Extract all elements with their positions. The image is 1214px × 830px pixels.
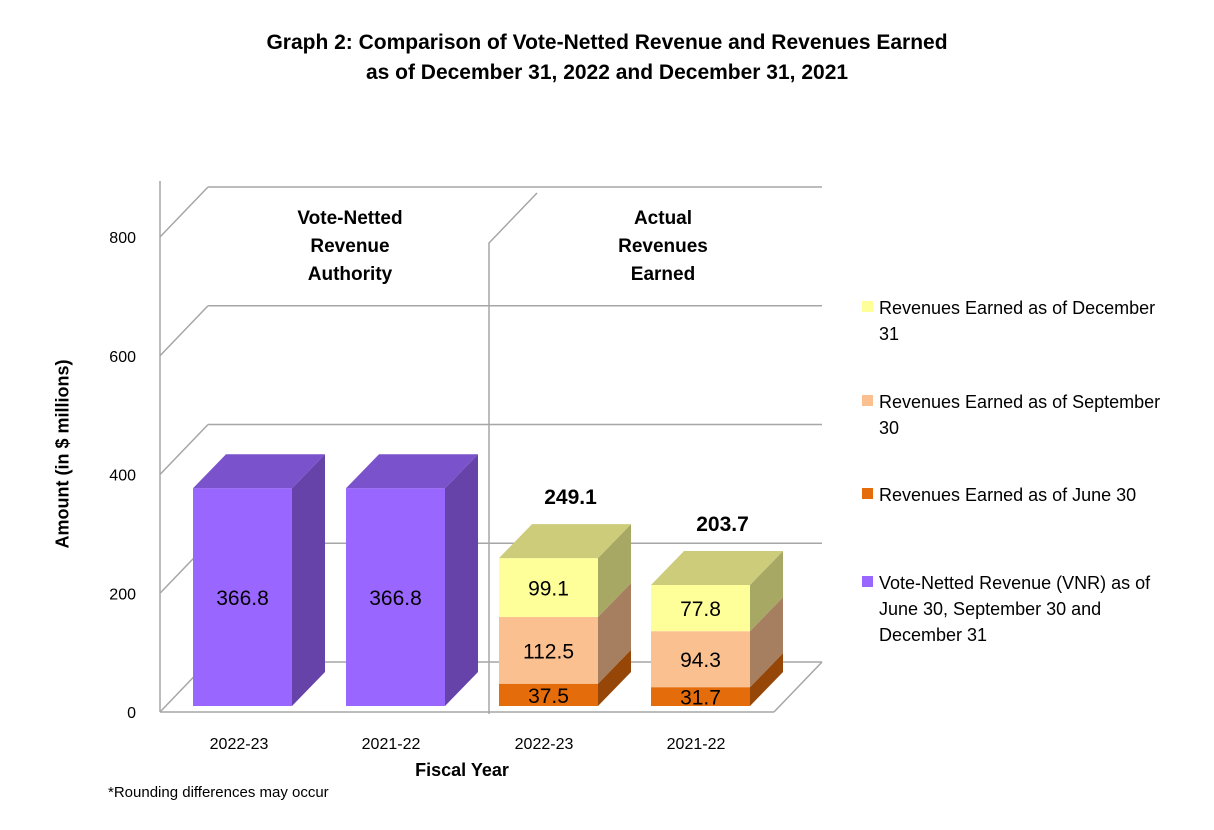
bar-top-1 [346, 454, 478, 489]
bar-side-3-2 [598, 524, 631, 617]
y-tick-label-200: 200 [109, 586, 136, 603]
y-tick-label-600: 600 [109, 349, 136, 366]
x-tick-label-2: 2022-23 [515, 736, 574, 753]
bar-side-3-3 [750, 550, 783, 632]
data-label-1-3: 31.7 [680, 687, 721, 710]
bar-front-1-2 [499, 683, 598, 706]
data-label-1-2: 37.5 [528, 685, 569, 708]
bar-side-0-1 [445, 454, 478, 706]
legend-swatch-vnr [862, 576, 873, 587]
bar-side-2-2 [598, 582, 631, 684]
bar-top-2 [499, 524, 631, 559]
data-label-0-0: 366.8 [216, 587, 269, 610]
x-axis-title: Fiscal Year [415, 760, 509, 780]
panel-divider [488, 192, 538, 714]
total-label-2: 249.1 [544, 486, 597, 509]
gridline-left-600 [159, 305, 209, 357]
bar-front-1-3 [651, 687, 750, 706]
bar-front-0-0 [193, 488, 292, 706]
legend-label-vnr: Vote-Netted Revenue (VNR) as of June 30,… [879, 573, 1151, 645]
legend-label-december: Revenues Earned as of December 31 [879, 298, 1156, 344]
data-label-2-2: 112.5 [523, 640, 574, 663]
total-label-3: 203.7 [696, 513, 749, 536]
legend-swatch-september [862, 395, 873, 406]
data-label-0-1: 366.8 [369, 587, 422, 610]
bar-side-1-2 [598, 649, 631, 706]
bar-top-3 [651, 550, 783, 585]
y-axis-title: Amount (in $ millions) [52, 359, 73, 549]
legend-label-june: Revenues Earned as of June 30 [879, 485, 1137, 505]
legend-swatch-december [862, 301, 873, 312]
gridline-left-800 [159, 186, 209, 238]
legend-label-september: Revenues Earned as of September 30 [879, 392, 1161, 438]
bar-front-3-2 [499, 558, 598, 617]
y-tick-label-0: 0 [127, 705, 136, 722]
bar-front-3-3 [651, 584, 750, 632]
gridline-left-400 [159, 423, 209, 476]
data-label-2-3: 94.3 [680, 649, 721, 672]
bar-front-2-3 [651, 631, 750, 688]
bar-front-2-2 [499, 616, 598, 684]
chart-subtitle: as of December 31, 2022 and December 31,… [365, 61, 849, 84]
data-label-3-3: 77.8 [680, 598, 721, 621]
floor-right-edge [773, 661, 823, 713]
bar-side-2-3 [750, 597, 783, 688]
y-tick-label-800: 800 [109, 230, 136, 247]
legend-swatch-june [862, 488, 873, 499]
data-label-3-2: 99.1 [528, 578, 569, 601]
footnote: *Rounding differences may occur [108, 784, 329, 801]
x-tick-label-3: 2021-22 [667, 736, 726, 753]
x-tick-label-0: 2022-23 [210, 736, 269, 753]
bar-side-0-0 [292, 454, 325, 706]
panel-label-vnr-authority: Vote-Netted Revenue Authority [297, 208, 403, 285]
bar-side-1-3 [750, 653, 783, 706]
panel-label-actual-revenues: Actual Revenues Earned [618, 208, 708, 285]
x-tick-label-1: 2021-22 [362, 736, 421, 753]
y-tick-label-400: 400 [109, 468, 136, 485]
bar-top-0 [193, 454, 325, 489]
chart-title: Graph 2: Comparison of Vote-Netted Reven… [266, 31, 948, 54]
bar-front-0-1 [346, 488, 445, 706]
